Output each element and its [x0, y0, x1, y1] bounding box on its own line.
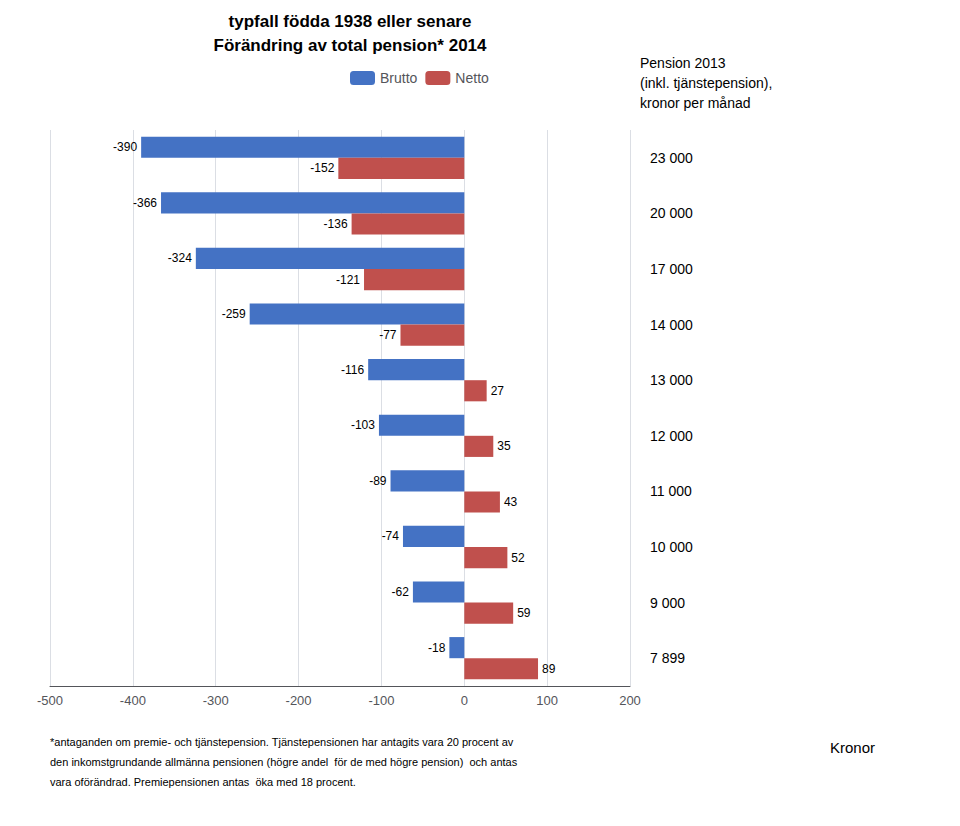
svg-text:100: 100	[536, 693, 558, 708]
svg-text:-89: -89	[369, 474, 387, 488]
svg-text:-152: -152	[310, 161, 334, 175]
svg-text:typfall födda 1938 eller senar: typfall födda 1938 eller senare	[229, 12, 472, 31]
svg-text:14 000: 14 000	[650, 317, 693, 333]
svg-text:-74: -74	[382, 529, 400, 543]
svg-text:11 000: 11 000	[650, 483, 692, 499]
svg-text:-300: -300	[203, 693, 229, 708]
svg-text:27: 27	[491, 384, 505, 398]
svg-text:kronor per månad: kronor per månad	[640, 95, 751, 111]
svg-text:200: 200	[619, 693, 641, 708]
svg-text:*antaganden om premie- och tjä: *antaganden om premie- och tjänstepensio…	[50, 736, 514, 748]
svg-text:-77: -77	[379, 328, 397, 342]
svg-text:12 000: 12 000	[650, 428, 693, 444]
svg-text:9 000: 9 000	[650, 595, 685, 611]
svg-text:35: 35	[497, 439, 511, 453]
svg-text:Kronor: Kronor	[830, 739, 875, 756]
svg-text:-390: -390	[113, 140, 137, 154]
svg-text:-500: -500	[37, 693, 63, 708]
svg-text:-116: -116	[341, 363, 364, 377]
svg-text:20 000: 20 000	[650, 205, 693, 221]
svg-text:vara oförändrad. Premiepension: vara oförändrad. Premiepensionen antas ö…	[50, 776, 356, 788]
svg-text:Brutto: Brutto	[380, 70, 418, 86]
svg-text:23 000: 23 000	[650, 150, 693, 166]
svg-text:13 000: 13 000	[650, 372, 693, 388]
svg-text:0: 0	[461, 693, 468, 708]
svg-text:7 899: 7 899	[650, 650, 685, 666]
svg-text:Förändring av total pension* 2: Förändring av total pension* 2014	[213, 36, 487, 55]
svg-text:17 000: 17 000	[650, 261, 693, 277]
svg-text:-62: -62	[392, 585, 410, 599]
svg-text:-121: -121	[336, 273, 360, 287]
svg-text:-18: -18	[428, 641, 446, 655]
svg-text:den inkomstgrundande allmänna: den inkomstgrundande allmänna pensionen …	[50, 756, 518, 768]
svg-text:-366: -366	[133, 196, 157, 210]
svg-text:89: 89	[542, 662, 556, 676]
svg-text:-259: -259	[222, 307, 246, 321]
svg-text:10 000: 10 000	[650, 539, 693, 555]
svg-text:-200: -200	[286, 693, 312, 708]
svg-text:-400: -400	[120, 693, 146, 708]
svg-text:-324: -324	[168, 251, 192, 265]
svg-text:Netto: Netto	[455, 70, 489, 86]
svg-text:43: 43	[504, 495, 518, 509]
svg-text:59: 59	[517, 606, 531, 620]
svg-text:52: 52	[511, 551, 525, 565]
svg-text:(inkl. tjänstepension),: (inkl. tjänstepension),	[640, 75, 772, 91]
svg-text:-100: -100	[368, 693, 394, 708]
svg-text:-103: -103	[351, 418, 375, 432]
svg-text:-136: -136	[324, 217, 348, 231]
svg-text:Pension 2013: Pension 2013	[640, 55, 726, 71]
